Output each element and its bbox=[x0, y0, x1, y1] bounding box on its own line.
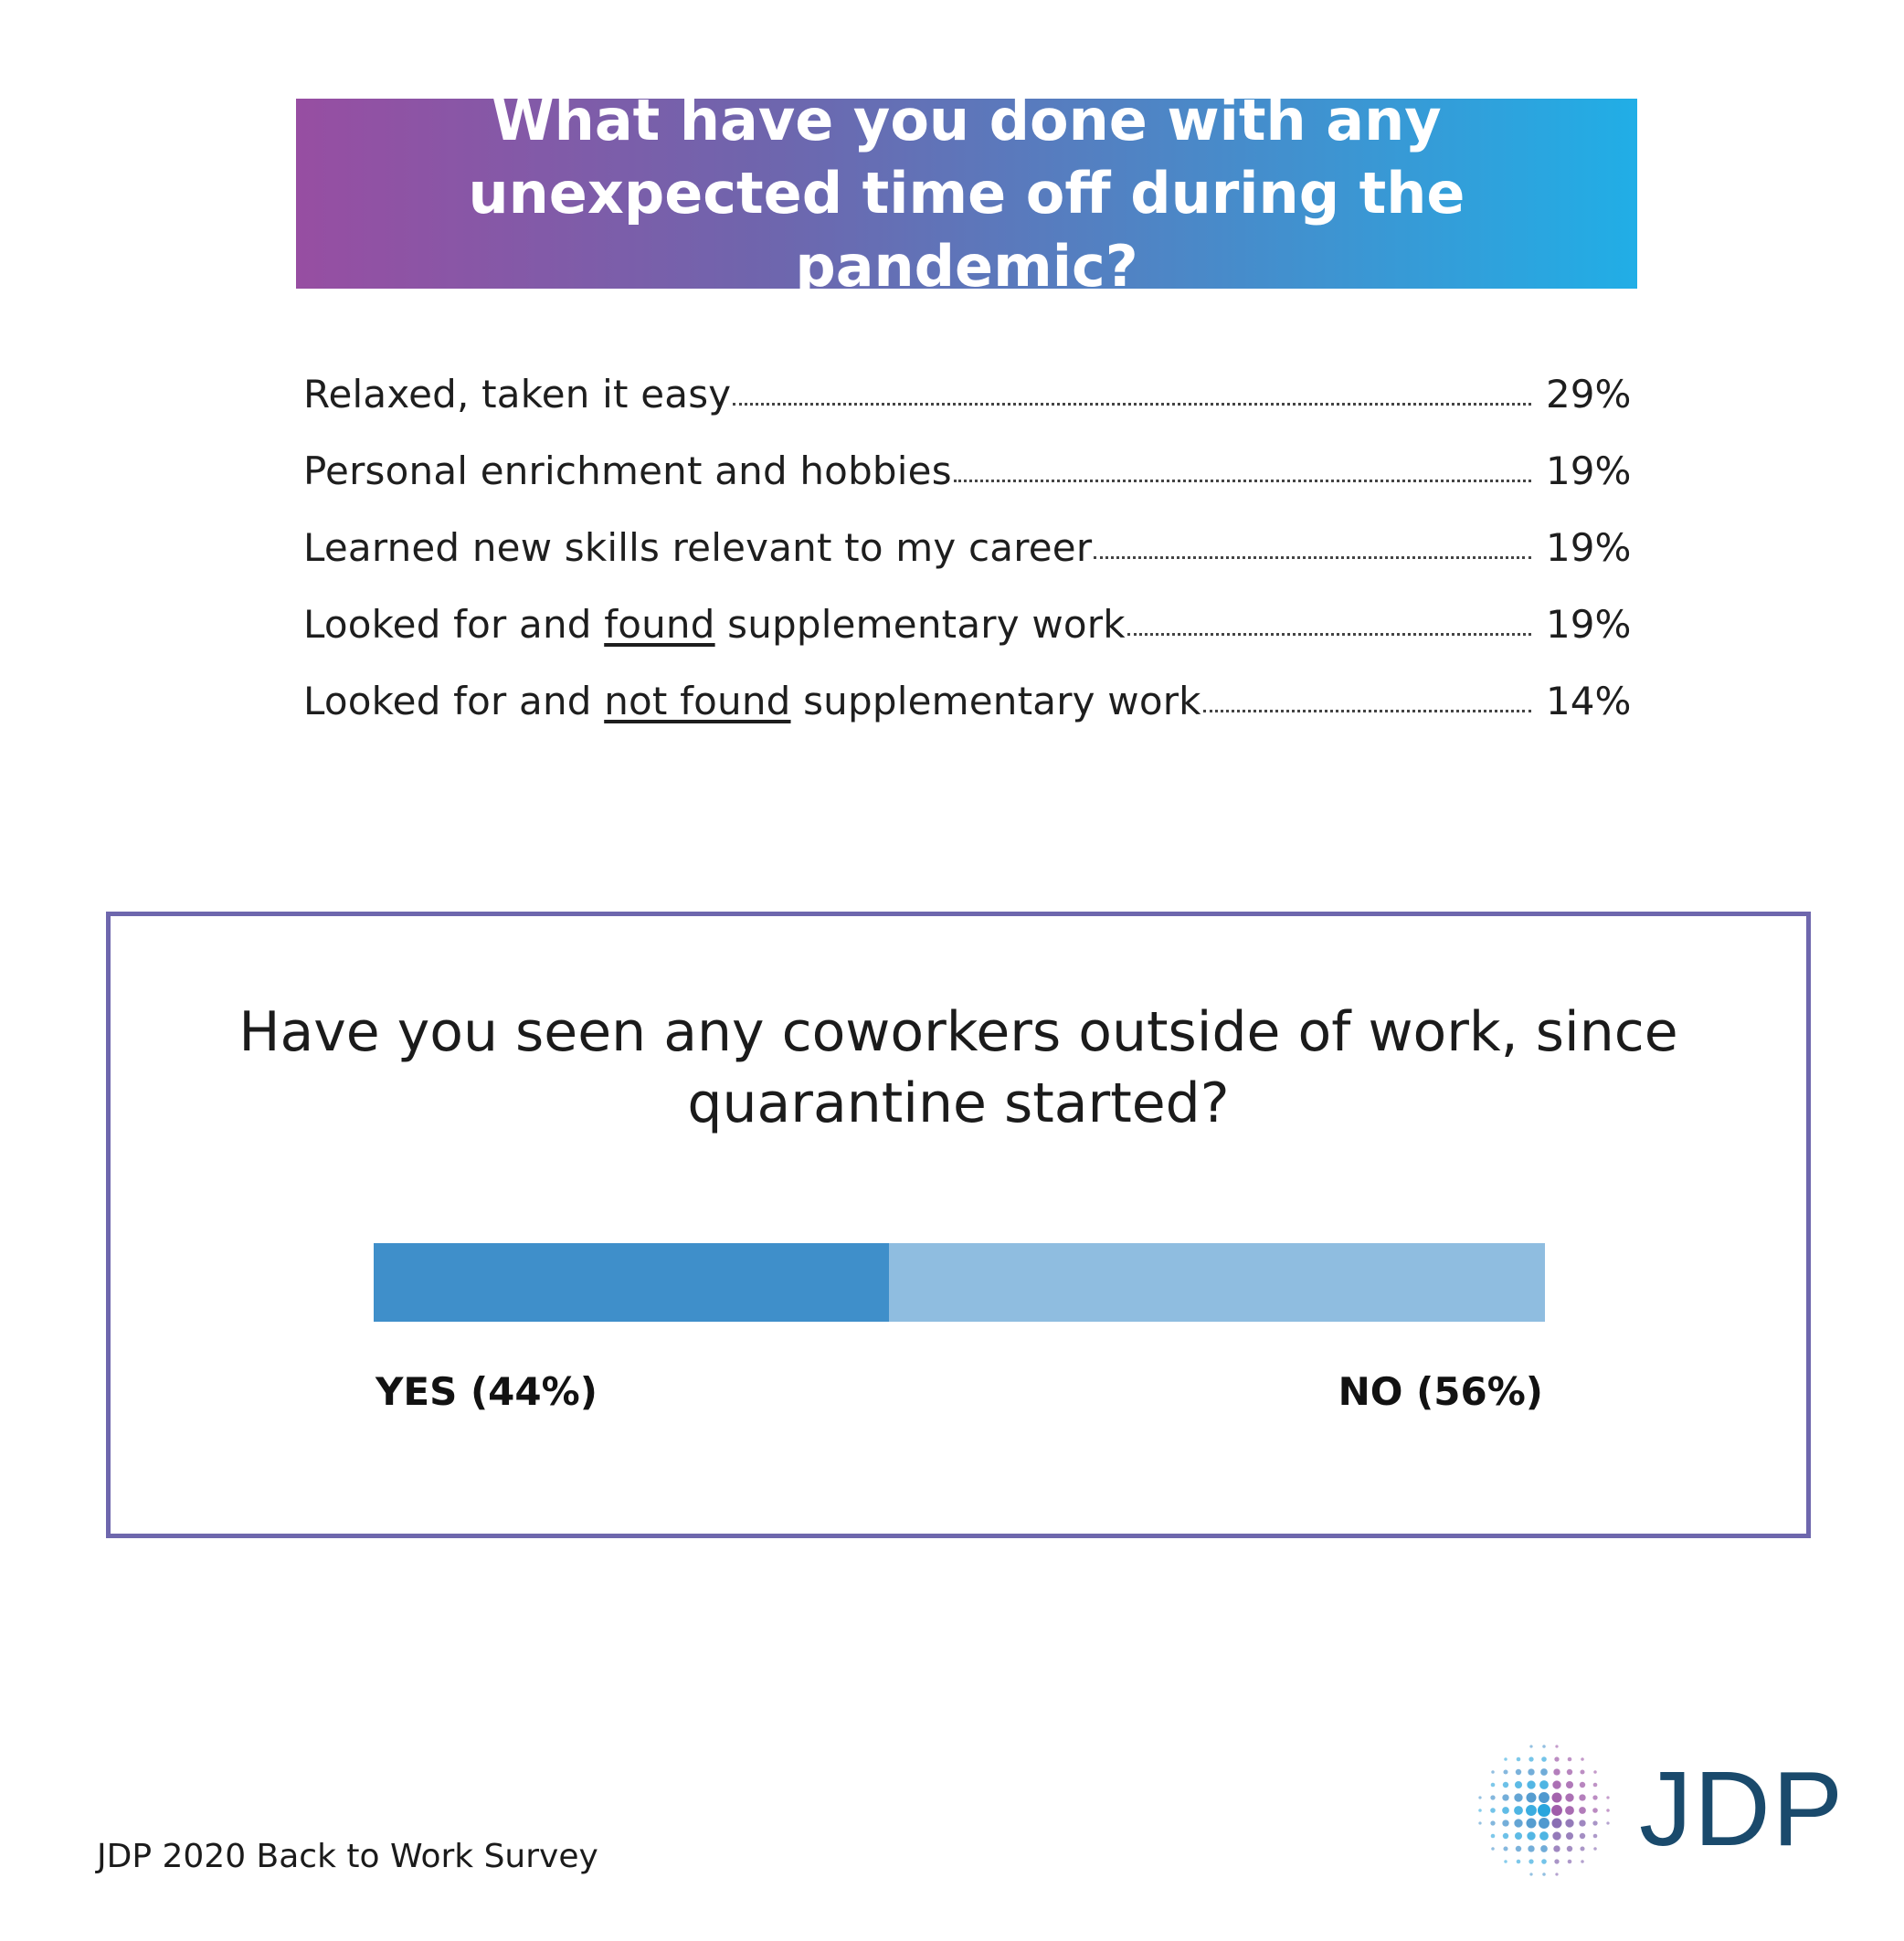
question-2-title: Have you seen any coworkers outside of w… bbox=[238, 1000, 1678, 1135]
question-1-banner: What have you done with any unexpected t… bbox=[296, 87, 1637, 300]
answer-value: 19% bbox=[1546, 602, 1632, 647]
bar-label-yes: YES (44%) bbox=[376, 1369, 598, 1414]
answer-row: Personal enrichment and hobbies 19% bbox=[303, 417, 1632, 493]
dotted-leader bbox=[953, 480, 1531, 482]
bar-segment-yes bbox=[374, 1243, 890, 1322]
dotted-leader bbox=[733, 403, 1531, 406]
question-2-box: Have you seen any coworkers outside of w… bbox=[106, 912, 1811, 1538]
answer-label: Relaxed, taken it easy bbox=[303, 372, 732, 417]
dotted-leader bbox=[1202, 710, 1531, 712]
source-caption: JDP 2020 Back to Work Survey bbox=[97, 1838, 598, 1875]
answer-row: Looked for and not found supplementary w… bbox=[303, 647, 1632, 723]
answer-label: Looked for and found supplementary work bbox=[303, 602, 1126, 647]
dotted-leader bbox=[1127, 633, 1531, 636]
answer-label: Personal enrichment and hobbies bbox=[303, 448, 952, 493]
bar-label-no: NO (56%) bbox=[1338, 1369, 1543, 1414]
answer-value: 29% bbox=[1546, 372, 1632, 417]
answer-value: 19% bbox=[1546, 448, 1632, 493]
jdp-logo: JDP bbox=[1471, 1737, 1843, 1883]
bar-segment-no bbox=[889, 1243, 1545, 1322]
answer-label: Learned new skills relevant to my career bbox=[303, 525, 1093, 570]
answer-row: Learned new skills relevant to my career… bbox=[303, 493, 1632, 570]
answer-row: Relaxed, taken it easy 29% bbox=[303, 340, 1632, 417]
dotted-leader bbox=[1094, 556, 1531, 559]
logo-wordmark: JDP bbox=[1639, 1749, 1846, 1868]
question-1-title: What have you done with any unexpected t… bbox=[468, 87, 1465, 300]
dot-cluster-icon bbox=[1478, 1745, 1610, 1876]
answer-row: Looked for and found supplementary work … bbox=[303, 570, 1632, 647]
answer-value: 19% bbox=[1546, 525, 1632, 570]
answer-list: Relaxed, taken it easy 29% Personal enri… bbox=[303, 340, 1632, 723]
stacked-bar bbox=[374, 1243, 1545, 1322]
answer-value: 14% bbox=[1546, 679, 1632, 723]
answer-label: Looked for and not found supplementary w… bbox=[303, 679, 1201, 723]
